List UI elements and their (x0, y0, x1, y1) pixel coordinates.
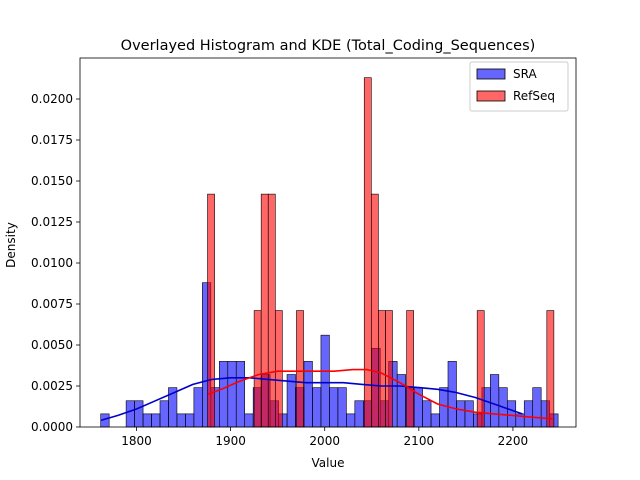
sra-bar (176, 413, 186, 428)
sra-bar (320, 334, 330, 428)
x-tick-label: 2000 (309, 434, 340, 448)
sra-bar (490, 374, 500, 428)
x-tick-label: 1900 (215, 434, 246, 448)
sra-bar (447, 361, 457, 428)
y-tick-label: 0.0100 (31, 256, 73, 270)
x-axis: 1800 1900 2000 2100 2200 (121, 427, 528, 448)
sra-bar (218, 361, 229, 428)
legend-label-refseq: RefSeq (513, 89, 555, 103)
x-axis-label: Value (312, 456, 345, 470)
y-tick-label: 0.0075 (31, 297, 73, 311)
kde-line-refseq (207, 368, 553, 420)
sra-bar (312, 387, 322, 428)
refseq-bar (363, 77, 372, 428)
sra-bar (464, 400, 474, 428)
chart-title: Overlayed Histogram and KDE (Total_Codin… (121, 38, 536, 54)
refseq-bar (546, 310, 555, 428)
sra-bar (346, 413, 356, 428)
y-axis-label: Density (4, 222, 18, 268)
y-tick-label: 0.0025 (31, 379, 73, 393)
sra-bar (244, 413, 254, 428)
x-tick-label: 2100 (404, 434, 435, 448)
axes-frame (79, 57, 577, 428)
refseq-bars (207, 77, 555, 428)
sra-bar (354, 400, 364, 428)
x-tick-label: 1800 (121, 434, 152, 448)
sra-bar (185, 413, 195, 428)
sra-bar (523, 400, 534, 428)
legend-swatch-refseq (476, 90, 506, 102)
refseq-bar (274, 310, 283, 428)
sra-bar (337, 387, 347, 428)
refseq-bar (296, 310, 304, 428)
sra-bar (532, 387, 542, 428)
y-tick-label: 0.0200 (31, 92, 73, 106)
y-axis: 0.0000 0.0025 0.0050 0.0075 0.0100 0.0125 0.01… (31, 92, 80, 434)
refseq-bar (385, 310, 393, 428)
refseq-bar (370, 193, 379, 428)
y-tick-label: 0.0000 (31, 420, 73, 434)
sra-bar (193, 387, 203, 428)
sra-bar (159, 400, 169, 428)
refseq-bar (476, 310, 485, 428)
y-tick-label: 0.0050 (31, 338, 73, 352)
y-tick-label: 0.0175 (31, 133, 73, 147)
kde-line-sra (100, 376, 523, 422)
sra-bar (125, 400, 135, 428)
refseq-bar (253, 310, 262, 428)
refseq-bar (406, 310, 414, 428)
sra-bar (430, 413, 440, 428)
sra-bar (235, 361, 246, 428)
legend-label-sra: SRA (513, 67, 537, 81)
legend: SRA RefSeq (469, 61, 569, 112)
refseq-bar (260, 193, 269, 428)
sra-bar (142, 413, 152, 428)
sra-bar (506, 400, 517, 428)
sra-bar (227, 361, 237, 428)
kde-lines (100, 368, 553, 422)
sra-bar (134, 400, 144, 428)
x-tick-label: 2200 (498, 434, 529, 448)
legend-swatch-sra (476, 68, 506, 80)
y-tick-label: 0.0150 (31, 174, 73, 188)
y-tick-label: 0.0125 (31, 215, 73, 229)
sra-bar (422, 400, 432, 428)
sra-bar (439, 387, 449, 428)
refseq-bar (378, 310, 386, 428)
refseq-bar (267, 193, 276, 428)
sra-bar (151, 413, 161, 428)
sra-bar (329, 387, 339, 428)
sra-bar (456, 400, 466, 428)
